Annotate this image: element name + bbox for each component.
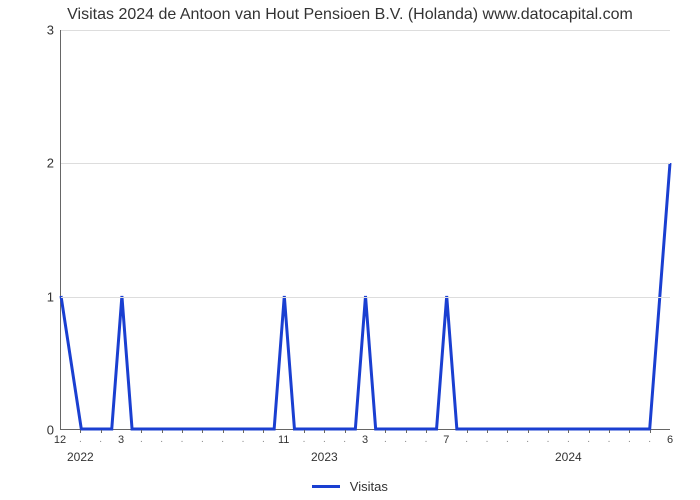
x-tick-label: 6	[667, 434, 673, 446]
x-minor-tick	[548, 430, 549, 433]
x-minor-tick	[528, 430, 529, 433]
x-tick-label: 3	[118, 434, 124, 446]
x-minor-tick	[507, 430, 508, 433]
x-minor-tick	[304, 430, 305, 433]
x-minor-label: .	[242, 434, 245, 445]
x-minor-tick	[223, 430, 224, 433]
x-year-label: 2023	[311, 450, 338, 464]
x-minor-tick	[426, 430, 427, 433]
x-tick-label: 12	[54, 434, 66, 446]
x-minor-label: .	[628, 434, 631, 445]
x-minor-label: .	[587, 434, 590, 445]
x-minor-tick	[568, 430, 569, 433]
x-minor-tick	[162, 430, 163, 433]
x-minor-tick	[406, 430, 407, 433]
x-minor-label: .	[303, 434, 306, 445]
x-minor-tick	[324, 430, 325, 433]
x-minor-label: .	[547, 434, 550, 445]
plot-area	[60, 30, 670, 430]
x-minor-label: .	[404, 434, 407, 445]
x-minor-tick	[80, 430, 81, 433]
y-tick-label: 2	[14, 156, 54, 171]
x-minor-label: .	[221, 434, 224, 445]
x-minor-tick	[609, 430, 610, 433]
x-minor-label: .	[608, 434, 611, 445]
chart-container: Visitas 2024 de Antoon van Hout Pensioen…	[0, 0, 700, 500]
x-minor-label: .	[384, 434, 387, 445]
x-minor-tick	[589, 430, 590, 433]
x-minor-tick	[629, 430, 630, 433]
x-year-label: 2022	[67, 450, 94, 464]
x-minor-label: .	[160, 434, 163, 445]
x-minor-tick	[202, 430, 203, 433]
y-tick-label: 1	[14, 289, 54, 304]
x-minor-label: .	[465, 434, 468, 445]
x-tick-label: 7	[443, 434, 449, 446]
x-minor-label: .	[567, 434, 570, 445]
x-minor-tick	[243, 430, 244, 433]
x-minor-label: .	[323, 434, 326, 445]
x-minor-tick	[182, 430, 183, 433]
x-tick-label: 11	[278, 434, 289, 446]
x-minor-label: .	[201, 434, 204, 445]
x-minor-tick	[467, 430, 468, 433]
x-minor-label: .	[526, 434, 529, 445]
x-minor-label: .	[99, 434, 102, 445]
x-tick-label: 3	[362, 434, 368, 446]
legend: Visitas	[0, 478, 700, 494]
gridline	[61, 297, 670, 298]
legend-label: Visitas	[350, 479, 388, 494]
y-tick-label: 0	[14, 423, 54, 438]
x-minor-tick	[141, 430, 142, 433]
x-minor-label: .	[140, 434, 143, 445]
x-minor-tick	[385, 430, 386, 433]
x-minor-tick	[650, 430, 651, 433]
chart-title: Visitas 2024 de Antoon van Hout Pensioen…	[0, 6, 700, 24]
x-minor-label: .	[343, 434, 346, 445]
x-minor-label: .	[506, 434, 509, 445]
data-line	[61, 30, 670, 429]
x-minor-label: .	[648, 434, 651, 445]
x-minor-label: .	[425, 434, 428, 445]
x-minor-label: .	[486, 434, 489, 445]
gridline	[61, 163, 670, 164]
x-minor-label: .	[181, 434, 184, 445]
x-minor-label: .	[79, 434, 82, 445]
legend-swatch	[312, 485, 340, 488]
gridline	[61, 30, 670, 31]
x-minor-tick	[345, 430, 346, 433]
x-minor-tick	[263, 430, 264, 433]
x-minor-label: .	[262, 434, 265, 445]
x-minor-tick	[487, 430, 488, 433]
x-minor-tick	[101, 430, 102, 433]
y-tick-label: 3	[14, 23, 54, 38]
x-year-label: 2024	[555, 450, 582, 464]
